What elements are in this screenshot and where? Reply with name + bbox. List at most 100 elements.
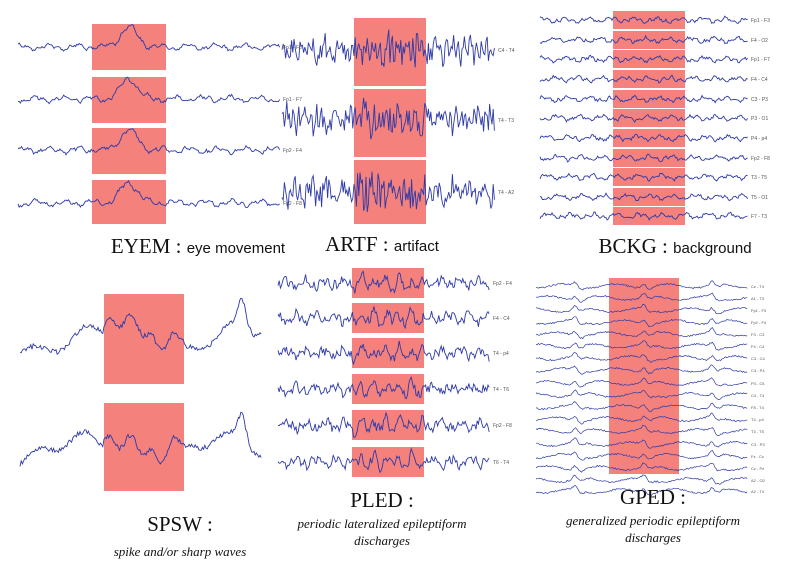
eeg-trace [19,411,262,467]
eeg-trace [281,29,495,68]
channel-label: C3 - P3 [751,442,765,447]
channel-label: T4 - p4 [493,351,509,357]
eeg-trace [539,15,748,25]
eeg-trace [281,171,495,213]
channel-label: Fp2 - F8 [751,156,770,162]
highlight-box [613,109,685,127]
channel-label: T5 - O1 [751,195,768,201]
eeg-trace [539,133,748,143]
eeg-trace [535,292,748,303]
channel-label: Fp1 - F3 [751,308,767,313]
channel-label: C3 - P3 [751,97,768,103]
caption-artf-desc: artifact [393,238,439,255]
channel-label: A2 - T4 [751,489,765,494]
caption-pled-desc-line1: periodic lateralized epileptiform [297,516,467,531]
channel-label: P3 - O1 [751,116,768,122]
channel-label: F4 - C4 [751,344,765,349]
caption-bckg-desc: background [673,240,752,257]
caption-eyem: EYEM : eye movement [110,234,286,258]
channel-label: T4 - T3 [498,118,514,124]
eeg-trace [277,340,490,366]
eeg-trace [536,352,748,363]
eeg-trace [535,280,748,291]
caption-bckg-code: BCKG [598,234,657,258]
channel-label: Fp1 - F7 [283,97,302,103]
eeg-trace [277,411,490,438]
eeg-trace [539,34,748,45]
channel-label: C4 - T4 [498,48,515,54]
channel-label: Fp2 - F4 [283,148,302,154]
channel-label: Fp2 - F8 [493,423,512,429]
caption-bckg: BCKG : background [598,234,752,258]
channel-label: F4 - C4 [493,316,510,322]
highlight-box [352,303,424,333]
channel-label: F3 - C3 [751,332,765,337]
eeg-trace [19,297,262,355]
eeg-trace [539,192,748,202]
caption-spsw-code: SPSW [147,512,202,536]
caption-gped-code: GPED [620,485,675,509]
highlight-box [92,24,166,70]
caption-gped-desc-line2: discharges [625,530,681,545]
caption-spsw: SPSW : spike and/or sharp waves [80,512,280,560]
highlight-box [613,90,685,108]
eeg-trace [535,485,748,497]
channel-label: T4 - T6 [493,387,509,393]
eeg-trace [539,94,748,104]
caption-gped-desc-line1: generalized periodic epileptiform [565,513,741,528]
channel-label: T4 - p4 [751,417,764,422]
eeg-trace [535,340,748,351]
highlight-box [354,160,426,224]
eeg-trace [539,153,748,163]
caption-spsw-desc: spike and/or sharp waves [113,544,247,559]
channel-label: T3 - T5 [751,175,767,181]
highlight-box [613,207,685,225]
eeg-trace [535,424,748,436]
eeg-trace [277,270,490,294]
caption-eyem-desc: eye movement [186,240,286,257]
channel-label: T6 - T4 [493,460,509,466]
caption-eyem-code: EYEM [110,234,171,258]
eeg-trace [17,76,280,105]
eeg-trace [539,172,748,182]
eeg-trace [277,306,490,330]
eeg-trace [17,23,281,52]
eeg-trace [539,54,748,64]
channel-label: C3 - C4 [751,356,766,361]
highlight-box [613,168,685,186]
channel-label: A1 - T3 [751,296,765,301]
highlight-box [104,403,184,491]
highlight-box [92,128,166,174]
eeg-trace [281,97,495,140]
channel-label: C4 - T4 [751,393,765,398]
eeg-trace [535,316,748,328]
eeg-trace [277,447,490,474]
eeg-trace [17,179,280,209]
channel-label: Fp2 - F8 [283,201,302,207]
channel-label: C4 - P4 [751,368,765,373]
caption-pled-desc-line2: discharges [354,533,410,548]
eeg-trace [535,474,748,485]
channel-label: F8 - T4 [751,405,765,410]
eeg-trace [536,401,748,413]
eeg-trace [539,74,748,84]
eeg-trace [535,327,748,340]
channel-label: Fp2 - F4 [751,320,767,325]
channel-label: F4 - C4 [751,77,768,83]
eeg-trace [535,304,748,315]
eeg-trace [535,412,748,425]
channel-label: T4 - A2 [498,190,514,196]
eeg-trace [17,128,281,156]
eeg-trace [535,462,748,473]
highlight-box [613,70,685,88]
eeg-trace [539,211,748,221]
channel-label: T3 - T5 [751,429,765,434]
channel-label: F7 - T3 [751,214,767,220]
channel-label: Cz - T4 [751,284,765,289]
channel-label: F4 - O2 [751,38,768,44]
caption-artf-code: ARTF [325,232,378,256]
highlight-box [104,294,184,384]
channel-label: Fp1 - F7 [751,57,770,63]
channel-label: Cz - Pz [751,466,764,471]
